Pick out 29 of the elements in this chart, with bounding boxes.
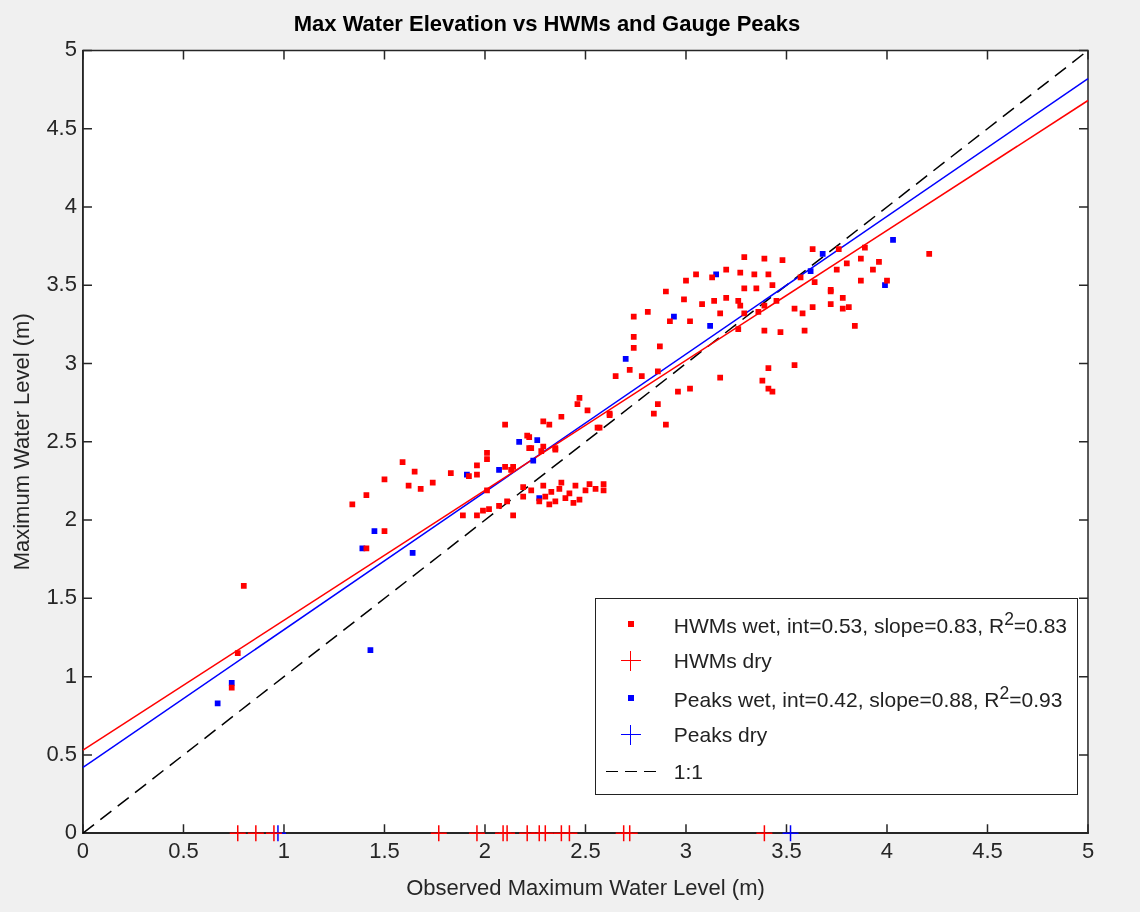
x-tick-label: 5: [1081, 838, 1095, 864]
x-tick-label: 3: [679, 838, 693, 864]
legend-label: 1:1: [673, 759, 703, 784]
legend-label: HWMs dry: [673, 648, 772, 673]
x-tick-label: 2.5: [570, 838, 601, 864]
y-tick-label: 1.5: [46, 584, 77, 610]
y-tick-label: 2: [64, 506, 77, 532]
y-axis-title: Maximum Water Level (m): [9, 313, 35, 571]
legend-label: Peaks dry: [673, 722, 768, 747]
y-tick-label: 2.5: [46, 427, 77, 453]
y-tick-label: 0: [64, 819, 77, 845]
x-tick-label: 2: [478, 838, 492, 864]
legend-label: Peaks wet, int=0.42, slope=0.88, R$^{2}$=0.93: [673, 683, 1063, 713]
y-tick-label: 4: [64, 193, 77, 219]
y-tick-label: 3: [64, 349, 77, 375]
x-tick-label: 1.5: [369, 838, 400, 864]
x-tick-label: 4: [880, 838, 894, 864]
y-tick-label: 1: [64, 662, 77, 688]
chart-title: Max Water Elevation vs HWMs and Gauge Peaks: [293, 11, 801, 37]
y-tick-label: 4.5: [46, 114, 77, 140]
x-tick-label: 3.5: [771, 838, 802, 864]
x-tick-label: 4.5: [972, 838, 1003, 864]
x-axis-title: Observed Maximum Water Level (m): [406, 874, 765, 900]
x-tick-label: 1: [277, 838, 291, 864]
y-tick-label: 3.5: [46, 271, 77, 297]
x-tick-label: 0.5: [168, 838, 199, 864]
y-tick-label: 5: [64, 36, 77, 62]
legend-label: HWMs wet, int=0.53, slope=0.83, R$^{2}$=0.83: [673, 609, 1067, 639]
y-tick-label: 0.5: [46, 740, 77, 766]
